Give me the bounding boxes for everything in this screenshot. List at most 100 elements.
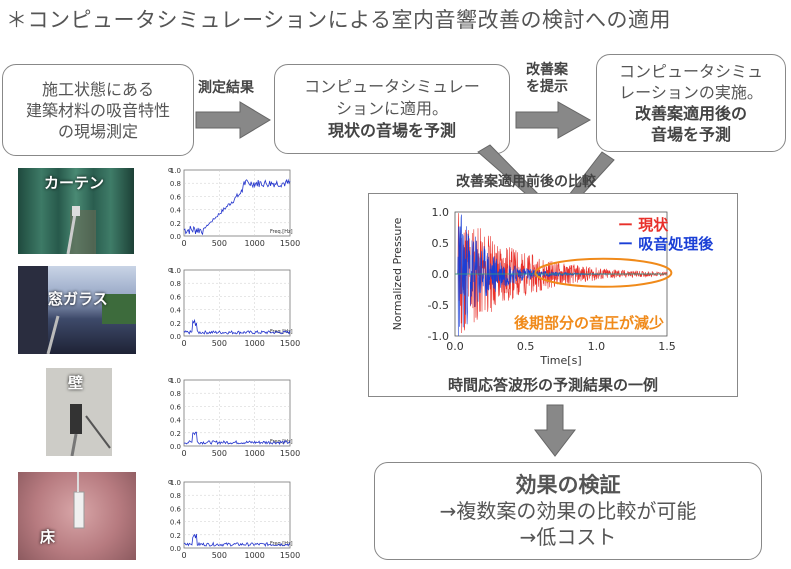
abs-ylabel: α	[168, 166, 173, 174]
abs-x-tick: 1000	[244, 449, 264, 458]
photo-wall: 壁	[46, 368, 112, 456]
conclusion-title: 効果の検証	[515, 472, 621, 497]
material-label-floor: 床	[40, 528, 56, 546]
abs-ylabel: α	[168, 478, 173, 486]
step3-line1: コンピュータシミュ	[618, 62, 763, 81]
abs-y-tick: 0.6	[170, 193, 182, 201]
step2-line2: ションに適用。	[335, 99, 448, 118]
photo-curtain: カーテン	[18, 168, 134, 254]
abs-x-tick: 1500	[280, 239, 300, 248]
step2-line1: コンピュータシミュレー	[304, 77, 480, 96]
floor-scene	[73, 472, 85, 529]
abs-y-tick: 0.8	[170, 280, 181, 288]
abs-plot-frame	[183, 379, 291, 447]
abs-x-tick: 1500	[280, 551, 300, 560]
abs-curve	[183, 431, 291, 446]
abs-x-tick: 1000	[244, 551, 264, 560]
step1-line3: の現場測定	[57, 121, 138, 141]
abs-plot-frame	[183, 269, 291, 337]
abs-ylabel: α	[168, 266, 173, 274]
abs-x-tick: 1500	[280, 339, 300, 348]
material-label-window: 窓ガラス	[48, 290, 108, 308]
step-simulation-box: コンピュータシミュレー ションに適用。 現状の音場を予測	[274, 64, 510, 154]
step1-line1: 施工状態にある	[41, 79, 154, 99]
abs-x-tick: 500	[212, 239, 227, 248]
abs-y-tick: 0.4	[170, 417, 182, 425]
step-improvement-box: コンピュータシミュ レーションの実施。 改善案適用後の 音場を予測	[596, 54, 786, 152]
photo-window: 窓ガラス	[18, 266, 136, 354]
abs-x-tick: 0	[181, 339, 186, 348]
abs-x-tick: 0	[181, 449, 186, 458]
abs-xlabel: Freq.[Hz]	[270, 329, 293, 335]
arrow1-label: 測定結果	[198, 80, 254, 96]
window-scene	[18, 266, 136, 354]
abs-y-tick: 0.6	[170, 505, 182, 513]
abs-y-tick: 0.2	[170, 320, 181, 328]
arrow-down	[533, 404, 577, 457]
abs-y-tick: 0.6	[170, 403, 182, 411]
absorption-chart-0: 1.0 0.8 0.6 0.4 0.2 0.00 500 1000 1500 α Freq.[Hz]	[168, 166, 300, 248]
abs-x-tick: 1000	[244, 239, 264, 248]
response-chart-caption: 時間応答波形の予測結果の一例	[447, 376, 658, 394]
abs-y-tick: 0.2	[170, 220, 181, 228]
response-legend: ー 現状 ー 吸音処理後	[618, 216, 713, 254]
abs-y-tick: 0.4	[170, 519, 182, 527]
resp-x-tick: 1.0	[588, 340, 606, 353]
step3-line4: 音場を予測	[650, 125, 731, 144]
conclusion-box: 効果の検証 →複数案の効果の比較が可能 →低コスト	[374, 462, 762, 560]
abs-y-tick: 1.0	[170, 267, 181, 275]
resp-y-tick: 1.0	[432, 206, 450, 219]
series-current	[455, 213, 668, 334]
legend-item-current: ー 現状	[618, 216, 669, 234]
abs-y-tick: 0.2	[170, 532, 181, 540]
wall-scene	[70, 404, 111, 456]
abs-xlabel: Freq.[Hz]	[270, 229, 293, 235]
abs-y-tick: 0.8	[170, 492, 181, 500]
resp-y-tick: 0.5	[432, 237, 450, 250]
arrow-right-2	[515, 101, 592, 139]
step3-line2: レーションの実施。	[619, 83, 763, 102]
abs-y-tick: 0.2	[170, 430, 181, 438]
resp-xlabel: Time[s]	[539, 354, 581, 367]
annotation-ellipse	[534, 257, 673, 288]
abs-y-tick: 0.8	[170, 390, 181, 398]
abs-y-tick: 0.0	[170, 443, 181, 451]
abs-x-tick: 1500	[280, 449, 300, 458]
material-label-wall: 壁	[68, 374, 84, 392]
abs-y-tick: 0.4	[170, 307, 182, 315]
abs-x-tick: 500	[212, 551, 227, 560]
step-measurement-box: 施工状態にある 建築材料の吸音特性 の現場測定	[2, 64, 194, 156]
abs-curve	[183, 318, 291, 335]
conclusion-line3: →低コスト	[519, 525, 617, 549]
abs-x-tick: 500	[212, 449, 227, 458]
abs-x-tick: 500	[212, 339, 227, 348]
abs-y-tick: 0.0	[170, 545, 181, 553]
abs-y-tick: 1.0	[170, 167, 181, 175]
response-annotation: 後期部分の音圧が減少	[514, 314, 665, 332]
resp-ylabel: Normalized Pressure	[391, 217, 404, 330]
legend-item-treated: ー 吸音処理後	[618, 235, 714, 253]
curtain-scene	[66, 206, 96, 254]
resp-y-tick: -1.0	[428, 330, 449, 343]
abs-y-tick: 0.0	[170, 233, 181, 241]
resp-y-tick: -0.5	[428, 299, 449, 312]
page-title: ＊コンピュータシミュレーションによる室内音響改善の検討への適用	[6, 8, 672, 32]
arrow2-label: 改善案 を提示	[526, 62, 568, 95]
arrow-right-1	[195, 101, 271, 139]
abs-y-tick: 0.4	[170, 207, 182, 215]
photo-floor: 床	[18, 472, 136, 560]
resp-x-tick: 0.0	[446, 340, 464, 353]
step1-line2: 建築材料の吸音特性	[25, 100, 170, 120]
abs-x-tick: 0	[181, 239, 186, 248]
abs-y-tick: 0.6	[170, 293, 182, 301]
abs-y-tick: 1.0	[170, 377, 181, 385]
step3-line3: 改善案適用後の	[634, 104, 747, 123]
response-chart: 1.00.50.0-0.5-1.00.0 0.5 1.0 1.5Normalized …	[391, 206, 676, 367]
resp-x-tick: 0.5	[517, 340, 535, 353]
abs-x-tick: 1000	[244, 339, 264, 348]
abs-ylabel: α	[168, 376, 173, 384]
abs-x-tick: 0	[181, 551, 186, 560]
resp-x-tick: 1.5	[658, 340, 676, 353]
